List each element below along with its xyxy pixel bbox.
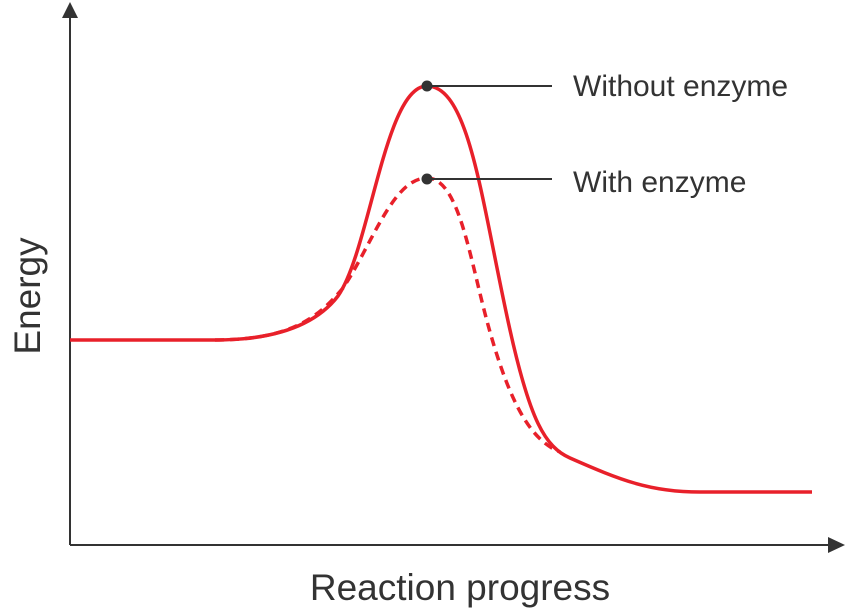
label-with-enzyme: With enzyme	[573, 166, 746, 199]
y-axis-arrow-icon	[62, 2, 78, 18]
label-without-enzyme: Without enzyme	[573, 70, 788, 103]
peak-marker-with-enzyme	[421, 173, 433, 185]
x-axis-arrow-icon	[828, 537, 845, 553]
x-axis-label: Reaction progress	[310, 567, 610, 608]
peak-marker-without-enzyme	[421, 80, 433, 92]
y-axis-label: Energy	[7, 237, 48, 355]
curve-without-enzyme	[70, 84, 812, 494]
